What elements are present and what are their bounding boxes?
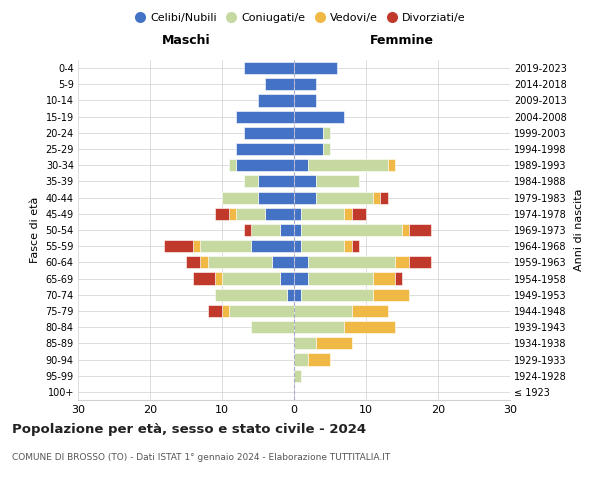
Text: Femmine: Femmine bbox=[370, 34, 434, 47]
Bar bbox=[229, 305, 294, 317]
Text: COMUNE DI BROSSO (TO) - Dati ISTAT 1° gennaio 2024 - Elaborazione TUTTITALIA.IT: COMUNE DI BROSSO (TO) - Dati ISTAT 1° ge… bbox=[12, 452, 390, 462]
Bar bbox=[294, 354, 308, 366]
Bar bbox=[308, 272, 373, 284]
Bar bbox=[265, 208, 294, 220]
Bar bbox=[373, 288, 409, 301]
Bar bbox=[294, 110, 344, 122]
Bar bbox=[294, 272, 308, 284]
Bar bbox=[301, 240, 344, 252]
Y-axis label: Anni di nascita: Anni di nascita bbox=[574, 188, 584, 271]
Bar bbox=[395, 272, 402, 284]
Bar bbox=[373, 192, 380, 203]
Bar bbox=[301, 288, 373, 301]
Bar bbox=[294, 192, 316, 203]
Bar bbox=[294, 240, 301, 252]
Bar bbox=[229, 208, 236, 220]
Bar bbox=[352, 208, 366, 220]
Bar bbox=[344, 240, 352, 252]
Bar bbox=[164, 240, 193, 252]
Bar bbox=[308, 256, 395, 268]
Bar bbox=[294, 176, 316, 188]
Bar bbox=[352, 240, 359, 252]
Bar bbox=[258, 176, 294, 188]
Bar bbox=[236, 110, 294, 122]
Bar bbox=[236, 208, 265, 220]
Bar bbox=[236, 159, 294, 172]
Bar bbox=[244, 224, 251, 236]
Bar bbox=[294, 321, 344, 333]
Text: Maschi: Maschi bbox=[161, 34, 211, 47]
Bar bbox=[409, 224, 431, 236]
Bar bbox=[388, 159, 395, 172]
Bar bbox=[222, 192, 258, 203]
Bar bbox=[380, 192, 388, 203]
Bar bbox=[402, 224, 409, 236]
Bar bbox=[308, 159, 388, 172]
Bar bbox=[222, 305, 229, 317]
Bar bbox=[215, 272, 222, 284]
Bar bbox=[395, 256, 409, 268]
Bar bbox=[316, 192, 373, 203]
Bar bbox=[280, 224, 294, 236]
Bar bbox=[287, 288, 294, 301]
Bar bbox=[294, 94, 316, 106]
Bar bbox=[244, 62, 294, 74]
Bar bbox=[308, 354, 330, 366]
Bar bbox=[344, 208, 352, 220]
Bar bbox=[316, 176, 359, 188]
Bar bbox=[251, 240, 294, 252]
Bar bbox=[344, 321, 395, 333]
Bar bbox=[200, 256, 208, 268]
Bar bbox=[251, 321, 294, 333]
Bar bbox=[294, 78, 316, 90]
Bar bbox=[294, 370, 301, 382]
Bar bbox=[323, 143, 330, 155]
Bar bbox=[294, 256, 308, 268]
Bar bbox=[208, 256, 272, 268]
Bar bbox=[294, 305, 352, 317]
Bar bbox=[193, 272, 215, 284]
Bar bbox=[186, 256, 200, 268]
Bar bbox=[301, 208, 344, 220]
Bar bbox=[280, 272, 294, 284]
Bar bbox=[294, 208, 301, 220]
Bar bbox=[258, 192, 294, 203]
Bar bbox=[294, 62, 337, 74]
Bar bbox=[193, 240, 200, 252]
Y-axis label: Fasce di età: Fasce di età bbox=[30, 197, 40, 263]
Bar bbox=[294, 288, 301, 301]
Bar bbox=[229, 159, 236, 172]
Bar bbox=[258, 94, 294, 106]
Legend: Celibi/Nubili, Coniugati/e, Vedovi/e, Divorziati/e: Celibi/Nubili, Coniugati/e, Vedovi/e, Di… bbox=[130, 8, 470, 28]
Bar bbox=[215, 208, 229, 220]
Bar bbox=[215, 288, 287, 301]
Bar bbox=[272, 256, 294, 268]
Bar bbox=[294, 159, 308, 172]
Bar bbox=[294, 143, 323, 155]
Bar bbox=[316, 338, 352, 349]
Bar bbox=[294, 127, 323, 139]
Bar bbox=[251, 224, 280, 236]
Bar bbox=[294, 338, 316, 349]
Bar bbox=[294, 224, 301, 236]
Bar bbox=[301, 224, 402, 236]
Bar bbox=[323, 127, 330, 139]
Bar bbox=[373, 272, 395, 284]
Bar bbox=[244, 127, 294, 139]
Bar bbox=[265, 78, 294, 90]
Bar bbox=[200, 240, 251, 252]
Bar bbox=[236, 143, 294, 155]
Bar bbox=[244, 176, 258, 188]
Text: Popolazione per età, sesso e stato civile - 2024: Popolazione per età, sesso e stato civil… bbox=[12, 422, 366, 436]
Bar bbox=[222, 272, 280, 284]
Bar bbox=[208, 305, 222, 317]
Bar bbox=[352, 305, 388, 317]
Bar bbox=[409, 256, 431, 268]
